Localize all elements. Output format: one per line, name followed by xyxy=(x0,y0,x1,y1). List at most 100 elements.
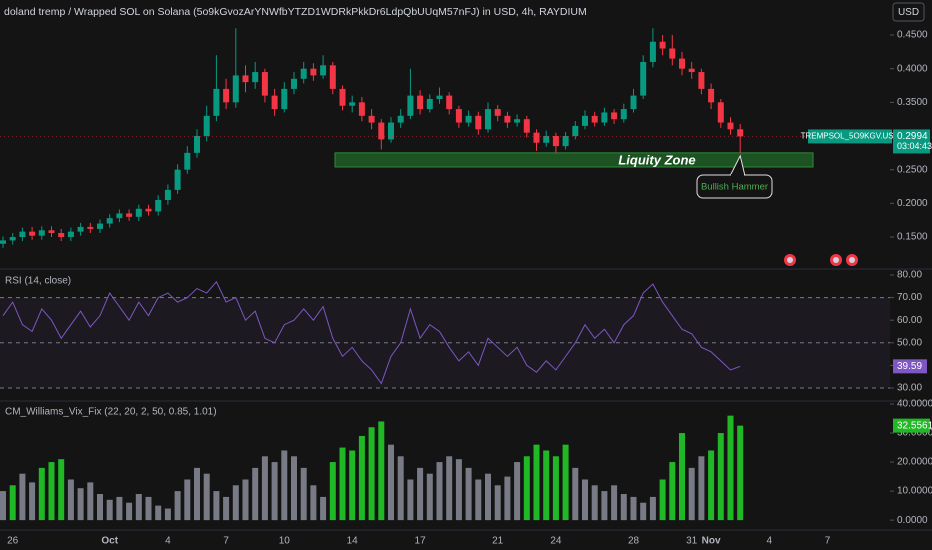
vix-bar xyxy=(543,450,550,521)
vix-bar xyxy=(533,444,540,521)
candle-body xyxy=(688,68,695,73)
vix-bar xyxy=(261,456,268,521)
candle-body xyxy=(504,115,511,123)
candle-body xyxy=(533,132,540,143)
vix-bar xyxy=(494,485,501,521)
vix-bar xyxy=(242,479,249,521)
vix-bar xyxy=(679,433,685,521)
vix-bar xyxy=(349,450,356,521)
price-badge xyxy=(893,129,930,154)
vix-bar xyxy=(271,462,278,521)
vix-bar xyxy=(252,467,259,521)
candle-body xyxy=(397,115,404,123)
candle-body xyxy=(455,109,462,123)
candle-body xyxy=(252,72,259,83)
vix-bar xyxy=(611,485,618,521)
candle-body xyxy=(97,223,103,229)
candle-body xyxy=(611,112,618,120)
x-tick-label: 7 xyxy=(825,536,831,547)
y-tick-label: 50.00 xyxy=(897,337,922,348)
candle-body xyxy=(155,199,162,212)
y-tick-label: 10.0000 xyxy=(897,486,932,497)
candle-body xyxy=(310,68,317,76)
vix-bar xyxy=(174,491,181,521)
vix-bar xyxy=(29,482,36,521)
candle-body xyxy=(717,102,724,123)
vix-bar xyxy=(300,467,307,521)
candle-body xyxy=(601,112,608,123)
vix-bar xyxy=(320,496,327,521)
candle-body xyxy=(562,136,569,147)
chart-title: doland tremp / Wrapped SOL on Solana (5o… xyxy=(4,6,587,18)
vix-bar xyxy=(698,456,705,521)
vix-bar xyxy=(126,502,133,521)
vix-bar xyxy=(708,450,715,521)
x-tick-label: Oct xyxy=(101,536,118,547)
vix-bar xyxy=(48,462,55,521)
candle-body xyxy=(737,129,744,137)
currency-button[interactable] xyxy=(892,2,925,22)
x-tick-label: 10 xyxy=(279,536,291,547)
candle-body xyxy=(349,102,356,106)
candle-body xyxy=(640,61,647,96)
y-tick-label: 60.00 xyxy=(897,315,922,326)
candle-body xyxy=(368,115,375,123)
candle-body xyxy=(300,68,307,79)
vix-bar xyxy=(77,488,84,521)
rsi-title: RSI (14, close) xyxy=(5,276,71,287)
vix-bar xyxy=(368,427,375,521)
candle-body xyxy=(320,65,327,76)
y-tick-label: 0.0000 xyxy=(897,515,928,526)
y-tick-label: 0.4500 xyxy=(897,30,928,41)
candle-body xyxy=(620,109,627,120)
vix-bar xyxy=(475,479,482,521)
vix-bar xyxy=(0,491,6,521)
vix-bar xyxy=(426,473,433,521)
currency-label[interactable]: USD xyxy=(898,7,919,18)
candle-body xyxy=(135,208,142,217)
candle-body xyxy=(38,230,45,236)
candle-body xyxy=(339,88,346,106)
vix-bar xyxy=(523,456,530,521)
callout-text: Bullish Hammer xyxy=(701,182,768,193)
vix-bar xyxy=(184,479,191,521)
candle-body xyxy=(475,115,482,130)
candle-body xyxy=(669,48,676,59)
y-tick-label: 30.0000 xyxy=(897,428,932,439)
vix-bar xyxy=(436,462,443,521)
candle-body xyxy=(145,208,152,212)
vix-bar xyxy=(155,505,162,521)
candle-body xyxy=(630,95,637,110)
candle-body xyxy=(552,136,559,147)
candle-body xyxy=(485,109,491,130)
candle-body xyxy=(0,240,6,244)
vix-bar xyxy=(485,473,491,521)
vix-bar xyxy=(630,496,637,521)
x-tick-label: 7 xyxy=(223,536,229,547)
vix-bar xyxy=(97,494,103,521)
vix-bar xyxy=(232,485,239,521)
vix-bar xyxy=(649,496,656,521)
candle-body xyxy=(213,88,220,116)
candle-body xyxy=(203,115,210,137)
vix-badge xyxy=(893,418,930,433)
candle-body xyxy=(126,213,133,217)
vix-bar xyxy=(407,479,414,521)
candle-body xyxy=(514,119,521,123)
candle-body xyxy=(291,78,297,89)
rsi-badge-label: 39.59 xyxy=(897,361,922,372)
candle-body xyxy=(48,230,55,233)
candle-body xyxy=(242,75,249,83)
vix-bar xyxy=(67,479,74,521)
rsi-badge xyxy=(893,359,927,374)
candle-body xyxy=(106,218,113,224)
candle-body xyxy=(67,231,74,238)
candle-body xyxy=(407,95,414,116)
vix-badge-label: 32.5561 xyxy=(897,420,932,431)
candle-body xyxy=(329,65,336,89)
vix-bar xyxy=(659,479,666,521)
candle-body xyxy=(659,41,666,49)
vix-bar xyxy=(194,467,200,521)
candle-body xyxy=(261,72,268,96)
